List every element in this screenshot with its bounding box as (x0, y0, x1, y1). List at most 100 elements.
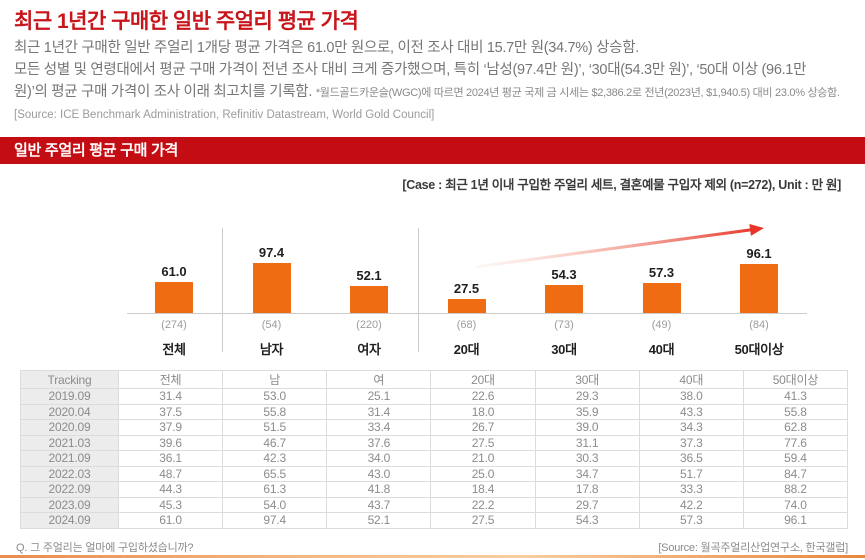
row-value: 22.2 (430, 496, 536, 513)
row-value: 31.4 (117, 388, 224, 405)
bar (350, 286, 388, 313)
bar-group: 97.4 (54) 남자 (224, 210, 320, 370)
row-value: 35.9 (534, 403, 640, 420)
table-header: 여 (326, 370, 432, 389)
summary-line-1: 최근 1년간 구매한 일반 주얼리 1개당 평균 가격은 61.0만 원으로, … (14, 40, 639, 56)
table-header-row: Tracking 전체 남 여 20대 30대 40대 50대이상 (20, 370, 849, 389)
table-row: 2023.09 45.3 54.0 43.7 22.2 29.7 42.2 74.0 (20, 496, 849, 513)
row-value: 31.4 (326, 403, 432, 420)
bar-count-label: (54) (261, 319, 282, 331)
row-value: 39.6 (117, 434, 224, 451)
row-value: 55.8 (222, 403, 328, 420)
table-row: 2020.04 37.5 55.8 31.4 18.0 35.9 43.3 55.8 (20, 403, 849, 420)
row-value: 38.0 (638, 388, 744, 405)
row-period: 2022.09 (20, 481, 119, 498)
row-value: 30.3 (534, 450, 640, 467)
bar-category-label: 여자 (357, 342, 381, 357)
row-value: 46.7 (222, 434, 328, 451)
bar-count-label: (220) (356, 319, 382, 331)
table-header: 전체 (117, 370, 224, 389)
bar-group: 61.0 (274) 전체 (126, 210, 222, 370)
row-value: 27.5 (430, 512, 536, 529)
bar-group: 52.1 (220) 여자 (321, 210, 417, 370)
gold-price-footnote: *월드골드카운슬(WGC)에 따르면 2024년 평균 국제 금 시세는 $2,… (315, 87, 840, 99)
chart-baseline (127, 313, 807, 314)
table-row: 2022.09 44.3 61.3 41.8 18.4 17.8 33.3 88.2 (20, 481, 849, 498)
summary-line-3: 원)’의 평균 구매 가격이 조사 이래 최고치를 기록함. (14, 84, 313, 100)
bar-count-label: (73) (554, 319, 574, 331)
summary-line-2: 모든 성별 및 연령대에서 평균 구매 가격이 전년 조사 대비 크게 증가했으… (14, 62, 807, 78)
bar-category-label: 30대 (551, 342, 577, 357)
table-header: 40대 (638, 370, 744, 389)
table-row: 2022.03 48.7 65.5 43.0 25.0 34.7 51.7 84.7 (20, 465, 849, 482)
row-value: 41.3 (742, 388, 849, 405)
bar (252, 263, 291, 313)
bar-group: 96.1 (84) 50대이상 (711, 210, 807, 370)
row-value: 43.3 (638, 403, 744, 420)
row-period: 2022.03 (20, 465, 119, 482)
row-value: 18.4 (430, 481, 536, 498)
row-period: 2020.09 (20, 419, 119, 436)
row-value: 21.0 (430, 450, 536, 467)
row-value: 37.5 (117, 403, 224, 420)
survey-question: Q. 그 주얼리는 얼마에 구입하셨습니까? (16, 542, 194, 554)
row-value: 54.0 (222, 496, 328, 513)
bar-category-label: 50대이상 (734, 342, 784, 357)
row-value: 36.5 (638, 450, 744, 467)
row-value: 42.2 (638, 496, 744, 513)
row-value: 36.1 (117, 450, 224, 467)
bar-value-label: 97.4 (258, 245, 285, 260)
bar-value-label: 96.1 (746, 246, 772, 261)
row-value: 51.5 (222, 419, 328, 436)
table-header: 30대 (534, 370, 640, 389)
table-header: 20대 (430, 370, 536, 389)
row-value: 62.8 (742, 419, 849, 436)
row-value: 18.0 (430, 403, 536, 420)
chart-group-divider (222, 228, 223, 352)
table-row: 2020.09 37.9 51.5 33.4 26.7 39.0 34.3 62.8 (20, 419, 849, 436)
row-value: 31.1 (534, 434, 640, 451)
row-value: 37.3 (638, 434, 744, 451)
trend-up-arrow-icon (474, 223, 764, 269)
row-value: 53.0 (222, 388, 328, 405)
row-value: 34.3 (638, 419, 744, 436)
bar (545, 285, 583, 313)
row-value: 84.7 (742, 465, 849, 482)
row-period: 2024.09 (20, 512, 119, 529)
row-value: 25.1 (326, 388, 432, 405)
row-value: 52.1 (326, 512, 432, 529)
table-header-tracking: Tracking (20, 370, 119, 389)
row-value: 17.8 (534, 481, 640, 498)
bar-chart: 61.0 (274) 전체 97.4 (54) 남자 52.1 (220) 여자 27.5 (68)… (0, 210, 865, 370)
bar-value-label: 52.1 (356, 268, 382, 283)
bar-group: 27.5 (68) 20대 (419, 210, 515, 370)
table-header: 50대이상 (742, 370, 849, 389)
row-value: 42.3 (222, 450, 328, 467)
row-period: 2019.09 (20, 388, 119, 405)
row-value: 59.4 (742, 450, 849, 467)
row-value: 29.3 (534, 388, 640, 405)
bar-category-label: 20대 (453, 342, 480, 357)
table-row: 2021.03 39.6 46.7 37.6 27.5 31.1 37.3 77.6 (20, 434, 849, 451)
case-note: [Case : 최근 1년 이내 구입한 주얼리 세트, 결혼예물 구입자 제외… (402, 178, 841, 192)
row-period: 2020.04 (20, 403, 119, 420)
table-header: 남 (222, 370, 328, 389)
bar-group: 54.3 (73) 30대 (516, 210, 612, 370)
row-value: 25.0 (430, 465, 536, 482)
bar (155, 282, 193, 313)
bar-count-label: (49) (651, 319, 672, 331)
row-value: 51.7 (638, 465, 744, 482)
row-value: 34.7 (534, 465, 640, 482)
bar-value-label: 57.3 (648, 265, 675, 280)
bar-category-label: 40대 (648, 342, 675, 357)
row-period: 2021.03 (20, 434, 119, 451)
footer-source: [Source: 월곡주얼리산업연구소, 한국갤럽] (658, 542, 848, 554)
row-value: 61.0 (117, 512, 224, 529)
row-value: 45.3 (117, 496, 224, 513)
bar-value-label: 27.5 (453, 281, 480, 296)
bar-count-label: (274) (161, 319, 187, 331)
row-value: 48.7 (117, 465, 224, 482)
row-value: 88.2 (742, 481, 849, 498)
bar-count-label: (68) (456, 319, 477, 331)
